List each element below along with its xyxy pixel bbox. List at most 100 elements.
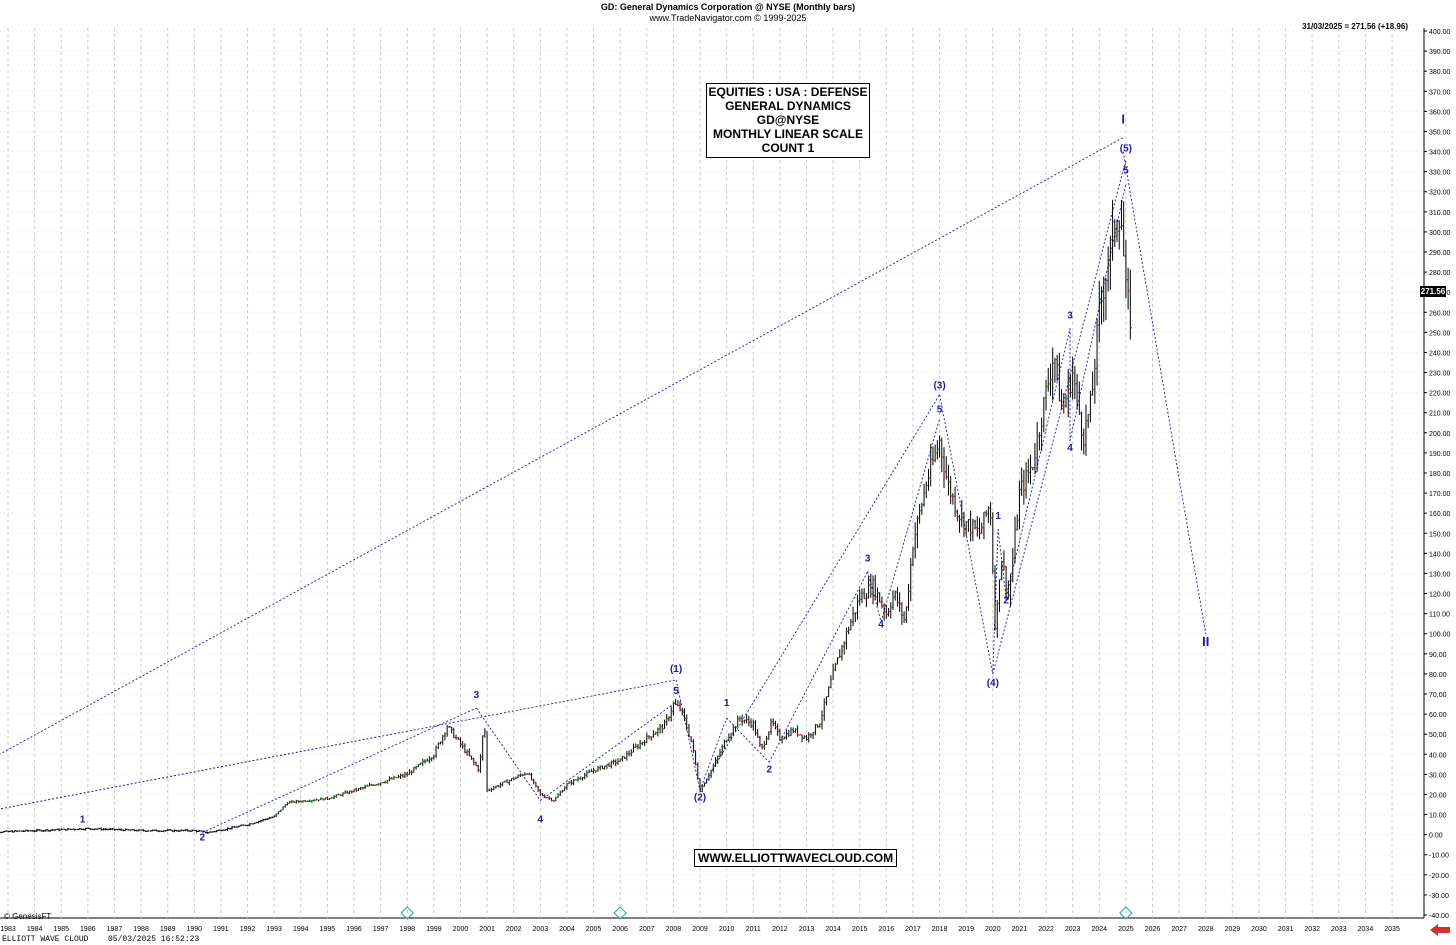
scroll-left-arrow-icon[interactable]: [1430, 924, 1450, 936]
wave-label: 2: [766, 764, 772, 775]
x-tick-label: 1997: [373, 926, 389, 933]
wave-label: I: [1121, 111, 1125, 126]
x-tick-label: 2019: [958, 926, 974, 933]
x-tick-label: 1990: [187, 926, 203, 933]
y-tick-label: 340.00: [1429, 150, 1451, 157]
x-tick-label: 1991: [213, 926, 229, 933]
x-tick-label: 2035: [1384, 926, 1400, 933]
watermark-url: WWW.ELLIOTTWAVECLOUD.COM: [694, 849, 898, 867]
x-tick-label: 1983: [0, 926, 16, 933]
x-tick-label: 1992: [240, 926, 256, 933]
wave-label: 5: [1123, 166, 1129, 177]
x-tick-label: 2025: [1118, 926, 1134, 933]
x-tick-label: 2014: [825, 926, 841, 933]
wave-label: 2: [200, 833, 206, 844]
x-tick-label: 1986: [80, 926, 96, 933]
y-tick-label: 90.00: [1429, 652, 1447, 659]
x-tick-label: 1996: [346, 926, 362, 933]
cycle-marker-icon: [1119, 906, 1133, 920]
wave-lines: [0, 137, 1207, 834]
y-tick-label: 150.00: [1429, 531, 1451, 538]
x-tick-label: 2033: [1331, 926, 1347, 933]
wave-line: [768, 571, 869, 763]
wave-line: [1122, 151, 1207, 634]
wave-line: [675, 679, 701, 791]
y-tick-label: 310.00: [1429, 210, 1451, 217]
x-tick-label: 1998: [399, 926, 415, 933]
footer-label: ELLIOTT WAVE CLOUD: [2, 935, 89, 944]
cycle-markers: [400, 906, 1133, 920]
wave-line: [1005, 328, 1071, 598]
info-line-scale: MONTHLY LINEAR SCALE: [712, 127, 863, 141]
x-tick-label: 2015: [852, 926, 868, 933]
y-tick-label: -30.00: [1429, 893, 1449, 900]
y-tick-label: 260.00: [1429, 310, 1451, 317]
y-tick-label: 40.00: [1429, 752, 1447, 759]
y-tick-label: 100.00: [1429, 632, 1451, 639]
wave-label: 5: [673, 686, 679, 697]
x-tick-label: 2031: [1278, 926, 1294, 933]
wave-line: [540, 701, 677, 801]
info-line-symbol: GD@NYSE: [756, 113, 820, 127]
wave-line: [0, 679, 677, 810]
y-tick-label: 140.00: [1429, 551, 1451, 558]
x-tick-label: 2018: [932, 926, 948, 933]
y-tick-label: 130.00: [1429, 571, 1451, 578]
x-tick-label: 1985: [53, 926, 69, 933]
x-tick-label: 2008: [666, 926, 682, 933]
x-tick-label: 2004: [559, 926, 575, 933]
y-tick-label: 350.00: [1429, 129, 1451, 136]
y-tick-label: 390.00: [1429, 49, 1451, 56]
price-bars: [0, 199, 1132, 834]
wave-label: 4: [1067, 443, 1073, 454]
wave-label: 3: [1067, 310, 1073, 321]
wave-label: 1: [724, 698, 730, 709]
wave-line: [726, 717, 770, 763]
x-tick-label: 2032: [1304, 926, 1320, 933]
x-tick-label: 1984: [27, 926, 43, 933]
wave-label: 1: [80, 815, 86, 826]
y-tick-label: -20.00: [1429, 873, 1449, 880]
last-price-readout: 31/03/2025 = 271.56 (+18.96): [1302, 22, 1408, 31]
x-tick-label: 2005: [586, 926, 602, 933]
cycle-marker-icon: [400, 906, 414, 920]
x-tick-label: 2016: [879, 926, 895, 933]
x-tick-label: 2029: [1225, 926, 1241, 933]
y-tick-label: 50.00: [1429, 732, 1447, 739]
wave-label: (2): [694, 792, 706, 803]
wave-label: 3: [474, 690, 480, 701]
y-tick-label: 380.00: [1429, 69, 1451, 76]
wave-label: (5): [1120, 144, 1132, 155]
wave-label: (1): [670, 664, 682, 675]
wave-line: [202, 707, 477, 834]
y-tick-label: 70.00: [1429, 692, 1447, 699]
wave-label: 4: [878, 620, 884, 631]
x-tick-label: 1989: [160, 926, 176, 933]
chart-title: GD: General Dynamics Corporation @ NYSE …: [600, 2, 856, 12]
y-tick-label: 170.00: [1429, 491, 1451, 498]
x-tick-label: 1995: [320, 926, 336, 933]
footer-timestamp: 05/03/2025 16:52:23: [108, 935, 200, 944]
y-tick-label: 80.00: [1429, 672, 1447, 679]
y-tick-label: 160.00: [1429, 511, 1451, 518]
x-tick-label: 2024: [1091, 926, 1107, 933]
x-tick-label: 2011: [746, 926, 761, 933]
info-line-count: COUNT 1: [761, 141, 815, 155]
y-tick-label: 280.00: [1429, 270, 1451, 277]
x-tick-label: 2002: [506, 926, 522, 933]
x-tick-label: 2026: [1145, 926, 1161, 933]
x-tick-label: 2023: [1065, 926, 1081, 933]
y-tick-label: 220.00: [1429, 391, 1451, 398]
wave-line: [699, 717, 728, 791]
x-tick-label: 2034: [1358, 926, 1374, 933]
x-tick-label: 2007: [639, 926, 655, 933]
x-tick-label: 2021: [1012, 926, 1028, 933]
y-axis: -40.00 -30.00 -20.00 -10.00 0.00 10.00 20.00 30…: [1429, 29, 1451, 920]
y-tick-label: 240.00: [1429, 350, 1451, 357]
y-tick-label: 120.00: [1429, 592, 1451, 599]
y-tick-label: 110.00: [1429, 612, 1450, 619]
y-tick-label: 250.00: [1429, 330, 1451, 337]
y-tick-label: 0.00: [1429, 833, 1443, 840]
wave-label: 3: [865, 553, 871, 564]
y-tick-label: 330.00: [1429, 170, 1451, 177]
